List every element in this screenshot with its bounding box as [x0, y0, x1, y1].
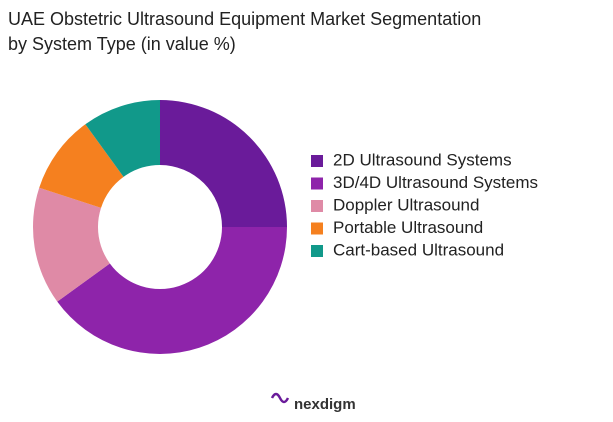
legend-swatch	[311, 200, 323, 212]
slice	[32, 187, 110, 302]
legend-label: 3D/4D Ultrasound Systems	[333, 173, 538, 192]
legend-swatch	[311, 155, 323, 167]
chart-title: UAE Obstetric Ultrasound Equipment Marke…	[8, 9, 481, 29]
legend-label: Cart-based Ultrasound	[333, 240, 504, 259]
slice	[39, 124, 124, 208]
logo: nexdigm	[270, 392, 356, 413]
legend-swatch	[311, 222, 323, 235]
legend-label: Doppler Ultrasound	[333, 195, 479, 214]
slice	[85, 100, 160, 177]
logo-icon	[270, 392, 290, 404]
slice	[160, 100, 287, 227]
logo-text: nexdigm	[294, 396, 356, 413]
legend-label: Portable Ultrasound	[333, 218, 483, 237]
legend-label: 2D Ultrasound Systems	[333, 150, 512, 169]
chart-title: by System Type (in value %)	[8, 34, 236, 54]
legend-swatch	[311, 177, 323, 190]
slice	[57, 227, 288, 354]
legend-swatch	[311, 245, 323, 257]
